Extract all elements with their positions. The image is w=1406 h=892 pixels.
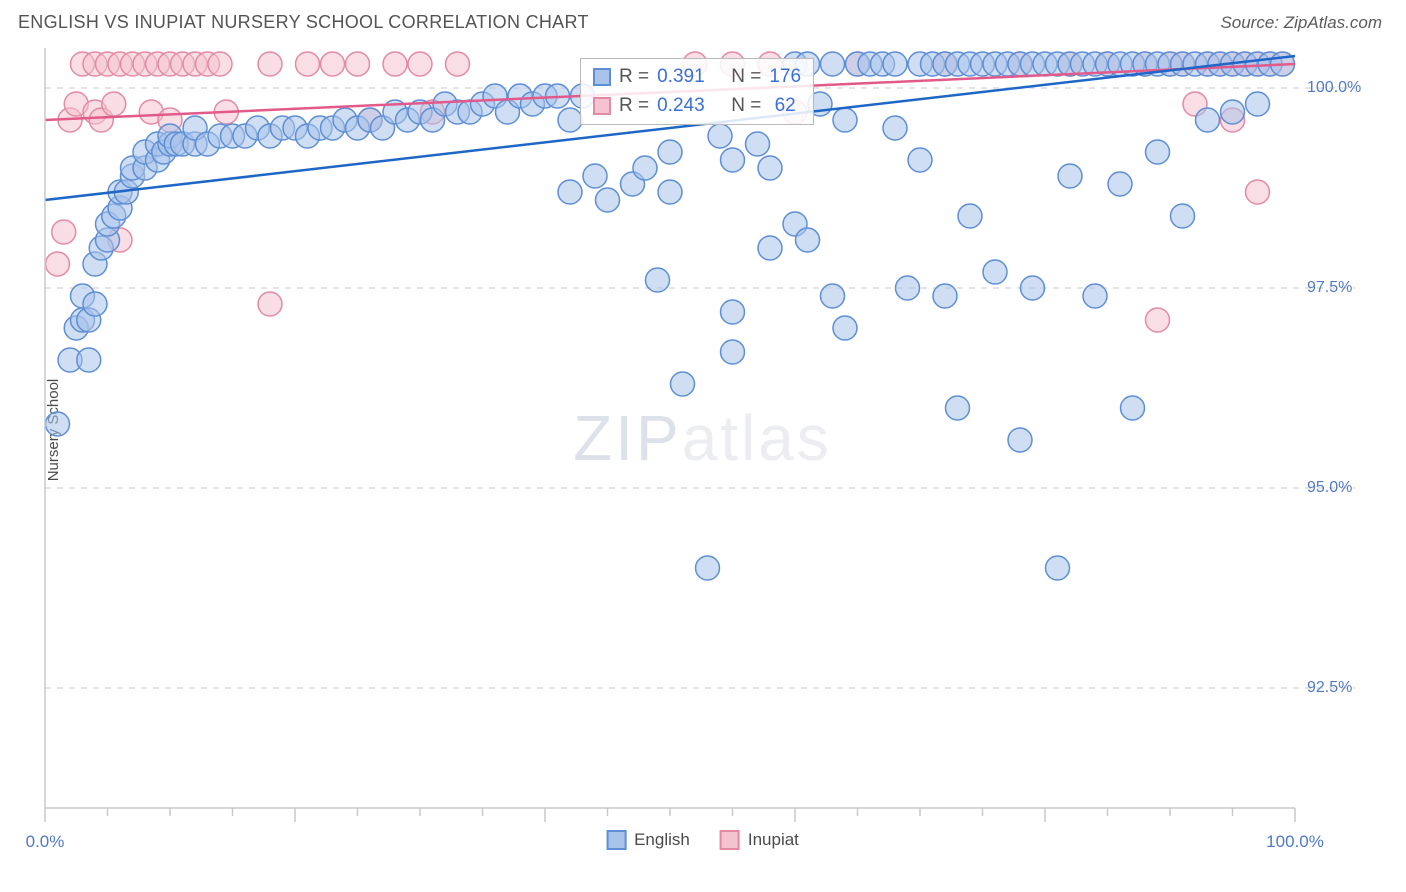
legend-item: Inupiat xyxy=(720,830,799,850)
x-tick-label: 0.0% xyxy=(26,832,65,852)
legend-swatch xyxy=(606,830,626,850)
r-value: 0.391 xyxy=(657,63,705,92)
stats-row: R = 0.391 N = 176 xyxy=(593,63,801,92)
legend-label: English xyxy=(634,830,690,850)
r-value: 0.243 xyxy=(657,92,705,121)
stats-swatch xyxy=(593,97,611,115)
chart-container: ZIPatlas R = 0.391 N = 176R = 0.243 N = … xyxy=(35,48,1370,828)
y-tick-label: 97.5% xyxy=(1307,279,1358,297)
n-value: 176 xyxy=(769,63,801,92)
x-tick-label: 100.0% xyxy=(1266,832,1324,852)
legend-swatch xyxy=(720,830,740,850)
stats-row: R = 0.243 N = 62 xyxy=(593,92,801,121)
chart-legend: English Inupiat xyxy=(606,830,799,850)
chart-title: ENGLISH VS INUPIAT NURSERY SCHOOL CORREL… xyxy=(18,12,589,33)
stats-swatch xyxy=(593,68,611,86)
y-tick-label: 95.0% xyxy=(1307,479,1358,497)
n-value: 62 xyxy=(769,92,795,121)
legend-label: Inupiat xyxy=(748,830,799,850)
y-tick-label: 100.0% xyxy=(1307,79,1367,97)
source-attribution: Source: ZipAtlas.com xyxy=(1220,13,1382,33)
legend-item: English xyxy=(606,830,690,850)
scatter-chart xyxy=(35,48,1370,873)
y-tick-label: 92.5% xyxy=(1307,679,1358,697)
correlation-stats-box: R = 0.391 N = 176R = 0.243 N = 62 xyxy=(580,58,814,125)
